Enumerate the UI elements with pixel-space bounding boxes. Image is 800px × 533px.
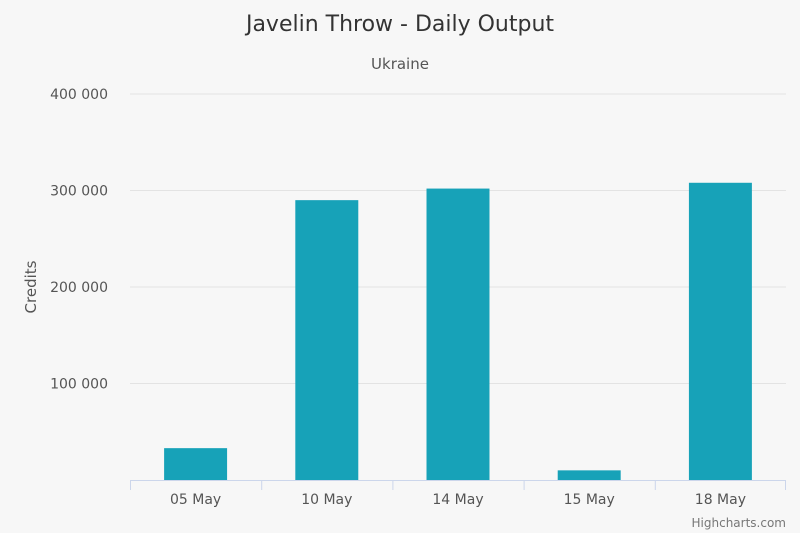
y-tick-label: 200 000 [50, 280, 108, 296]
x-tick-label: 18 May [695, 492, 746, 508]
highcharts-credit[interactable]: Highcharts.com [692, 516, 786, 530]
y-tick-label: 400 000 [50, 87, 108, 103]
chart-subtitle: Ukraine [371, 55, 429, 73]
chart-title: Javelin Throw - Daily Output [244, 12, 554, 37]
bar-4[interactable] [688, 182, 752, 480]
bar-1[interactable] [295, 200, 359, 480]
x-tick-label: 14 May [432, 492, 483, 508]
bar-2[interactable] [426, 188, 490, 480]
y-tick-label: 300 000 [50, 184, 108, 200]
y-tick-label: 100 000 [50, 377, 108, 393]
bars [164, 182, 752, 480]
x-tick-label: 05 May [170, 492, 221, 508]
y-axis-label: Credits [22, 260, 40, 313]
bar-3[interactable] [557, 470, 621, 480]
x-axis [130, 480, 786, 490]
tick-labels: 100 000 200 000 300 000 400 000 05 May 10 May… [50, 87, 746, 508]
bar-0[interactable] [164, 448, 228, 480]
x-tick-label: 15 May [564, 492, 615, 508]
x-tick-label: 10 May [301, 492, 352, 508]
